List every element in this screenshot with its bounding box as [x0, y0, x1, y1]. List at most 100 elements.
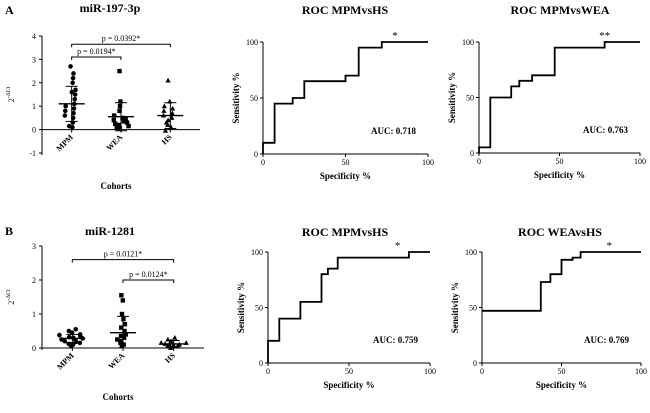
roc-curve — [267, 251, 430, 363]
data-point — [71, 106, 77, 111]
data-point — [71, 71, 76, 76]
data-point — [63, 103, 68, 109]
x-tick-label: 50 — [342, 158, 350, 167]
x-tick-label: 0 — [477, 157, 481, 166]
roc-curve — [478, 41, 640, 153]
x-tick-label: 0 — [480, 367, 484, 376]
x-axis-label: Cohorts — [101, 181, 132, 191]
x-axis-label: Specificity % — [320, 171, 371, 181]
data-point — [62, 108, 68, 114]
y-tick-label: 0 — [470, 149, 474, 158]
data-point — [172, 335, 178, 340]
y-tick-label: 3 — [32, 55, 36, 64]
chart-B_roc1: ROC MPMvsHS 0 50 100 0 50 100 Specificity % Sens… — [236, 225, 436, 390]
y-tick-label: 1 — [32, 310, 36, 319]
x-tick-label: 100 — [635, 367, 647, 376]
x-axis-label: Cohorts — [103, 392, 134, 402]
y-tick-label: 1 — [32, 102, 36, 111]
data-point — [119, 325, 124, 330]
comparison-bracket — [71, 43, 171, 48]
data-point — [118, 339, 123, 344]
chart-title: ROC MPMvsWEA — [511, 3, 610, 17]
chart-title: ROC MPMvsHS — [302, 3, 389, 17]
data-point — [57, 332, 62, 338]
significance-marker: ** — [599, 30, 610, 42]
data-point — [117, 108, 122, 114]
data-point — [122, 328, 127, 334]
x-axis-label: Specificity % — [323, 380, 374, 390]
y-tick-label: 3 — [32, 242, 36, 251]
chart-title: miR-197-3p — [80, 1, 141, 15]
y-tick-label: 100 — [251, 248, 263, 257]
data-point — [170, 105, 176, 111]
chart-title: ROC MPMvsHS — [302, 225, 389, 239]
y-axis-label: Sensitivity % — [236, 282, 246, 333]
y-axis-label: Sensitivity % — [450, 282, 460, 333]
y-tick-label: 2 — [32, 79, 36, 88]
y-tick-label: -1 — [29, 149, 36, 158]
data-point — [121, 119, 127, 124]
comparison-bracket — [71, 56, 122, 61]
x-tick-label: MPM — [55, 132, 76, 153]
y-tick-label: 0 — [32, 126, 36, 135]
p-value-label: p = 0.0121* — [104, 250, 143, 259]
data-point — [116, 122, 121, 128]
p-value-label: p = 0.0194* — [77, 47, 116, 56]
y-axis-label: Sensitivity % — [447, 72, 457, 123]
x-tick-label: HS — [160, 132, 174, 146]
x-axis-label: Specificity % — [534, 170, 585, 180]
chart-title: miR-1281 — [85, 224, 135, 238]
data-point — [114, 125, 119, 130]
chart-A_scatter: miR-197-3p -1 0 1 2 3 4 2-ΔCt MPM WEA HS Cohorts p =… — [6, 1, 200, 191]
y-tick-label: 50 — [255, 304, 263, 313]
y-axis-label: Sensitivity % — [231, 72, 241, 123]
data-point — [165, 77, 171, 83]
y-tick-label: 100 — [246, 38, 258, 47]
x-tick-label: 50 — [558, 367, 566, 376]
data-point — [121, 335, 127, 340]
x-tick-label: 0 — [266, 367, 270, 376]
comparison-bracket — [122, 279, 175, 283]
comparison-bracket — [71, 259, 175, 263]
data-point — [169, 110, 175, 116]
x-tick-label: 100 — [422, 158, 434, 167]
x-tick-label: WEA — [107, 351, 127, 371]
data-point — [119, 293, 124, 298]
data-point — [77, 332, 83, 337]
x-tick-label: 50 — [345, 367, 353, 376]
data-point — [118, 333, 124, 339]
y-axis-label: 2-ΔCt — [6, 289, 16, 305]
significance-marker: * — [606, 240, 612, 252]
data-point — [118, 99, 123, 104]
x-tick-label: HS — [163, 351, 177, 365]
roc-curve — [262, 41, 428, 154]
data-point — [73, 327, 78, 332]
auc-label: AUC: 0.763 — [583, 125, 628, 135]
data-point — [70, 75, 76, 81]
x-tick-label: MPM — [55, 351, 76, 372]
data-point — [73, 87, 78, 93]
data-point — [62, 113, 68, 118]
chart-A_roc2: ROC MPMvsWEA 0 50 100 0 50 100 Specificity % Sen… — [447, 3, 646, 180]
panel-letter-b: B — [5, 224, 13, 238]
data-point — [72, 96, 78, 102]
data-point — [113, 121, 118, 126]
auc-label: AUC: 0.769 — [584, 335, 629, 345]
x-tick-label: 100 — [634, 157, 646, 166]
chart-A_roc1: ROC MPMvsHS 0 50 100 0 50 100 Specificity % Sens… — [231, 3, 434, 181]
y-tick-label: 4 — [32, 32, 36, 41]
data-point — [117, 126, 123, 131]
chart-B_roc2: ROC WEAvsHS 0 50 100 0 50 100 Specificity % Sens… — [450, 225, 647, 390]
x-tick-label: 100 — [424, 367, 436, 376]
roc-curve — [482, 251, 641, 312]
data-point — [117, 68, 122, 74]
data-point — [117, 104, 123, 109]
data-point — [124, 120, 130, 125]
y-tick-label: 0 — [259, 359, 263, 368]
data-point — [120, 298, 125, 303]
y-tick-label: 0 — [254, 150, 258, 159]
auc-label: AUC: 0.759 — [373, 335, 418, 345]
data-point — [121, 342, 126, 347]
